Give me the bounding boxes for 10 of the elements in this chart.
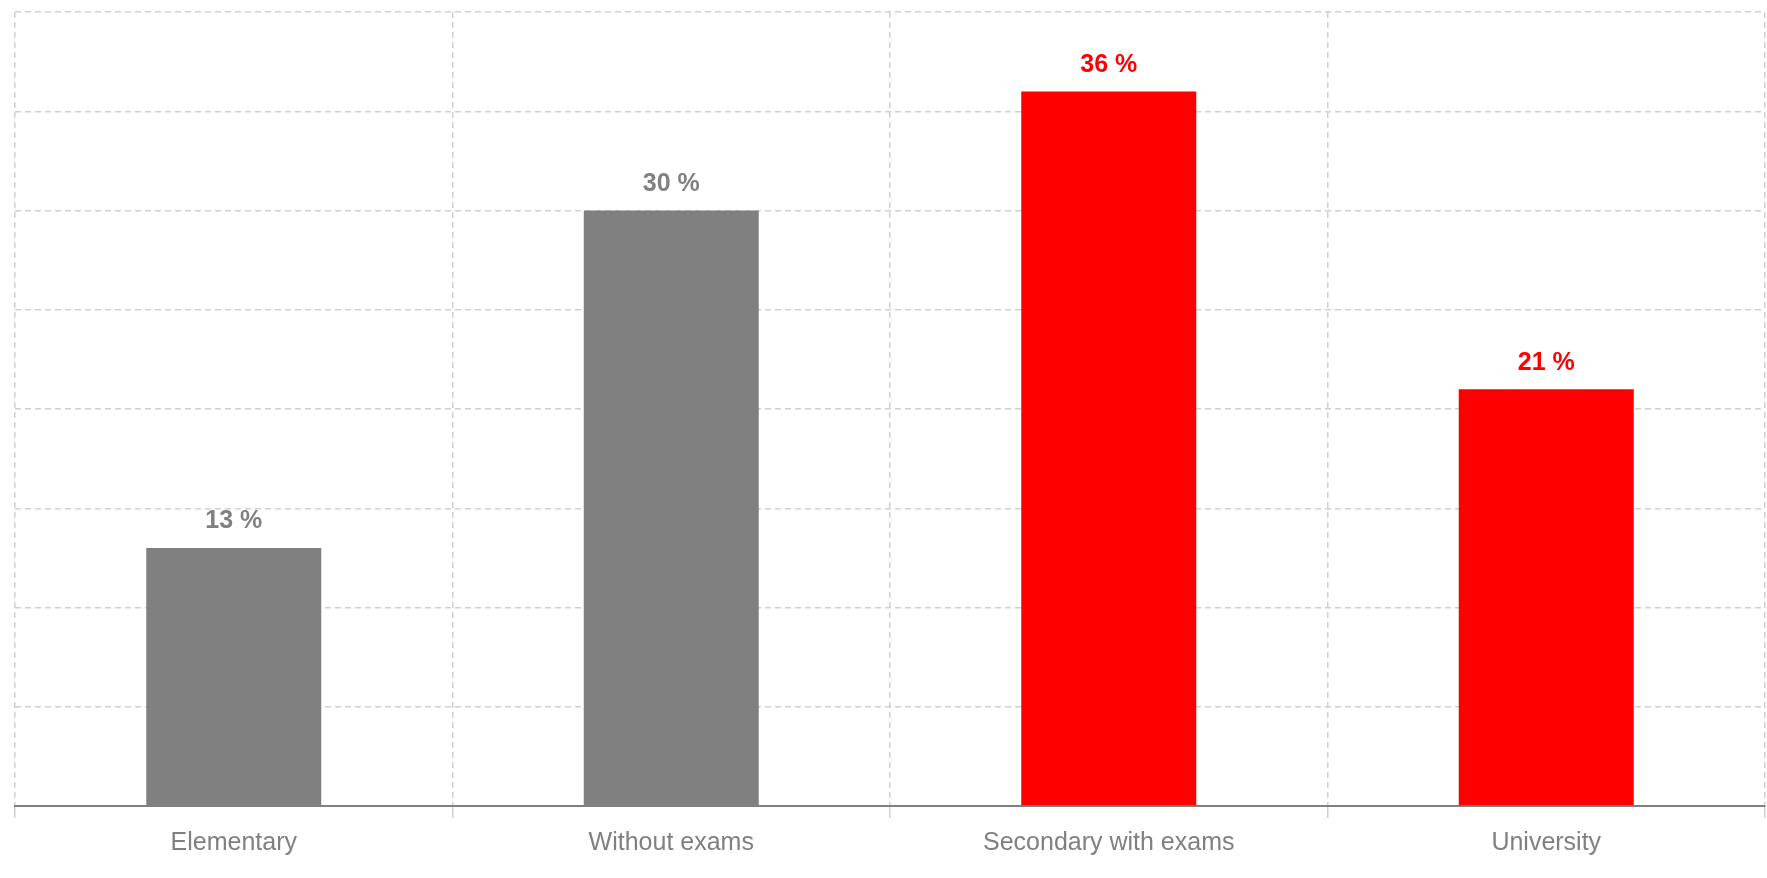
bar [1458, 389, 1634, 806]
x-tick-label: Elementary [170, 826, 298, 855]
data-label: 21 % [1517, 346, 1575, 375]
data-label: 30 % [642, 167, 700, 196]
x-tick-label: University [1491, 826, 1602, 855]
x-tick-label: Without exams [588, 826, 754, 855]
data-label: 13 % [205, 505, 263, 534]
data-label: 36 % [1080, 48, 1138, 77]
x-tick-label: Secondary with exams [982, 826, 1235, 855]
bar [1021, 91, 1197, 806]
